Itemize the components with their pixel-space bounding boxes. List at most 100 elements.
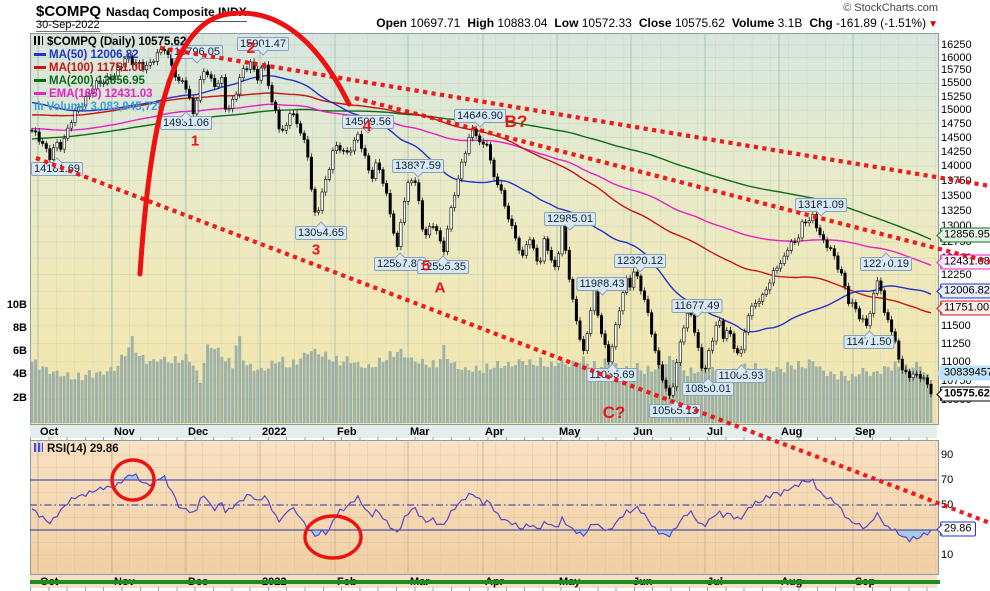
x-axis-ticks-bottom [30, 587, 937, 591]
rsi-axis-tick: 10 [941, 549, 954, 561]
price-callout: 12320.12 [614, 254, 666, 273]
copyright-link[interactable]: © StockCharts.com [843, 2, 938, 14]
line-swatch [34, 79, 46, 83]
quote-label: Low [554, 16, 579, 30]
legend-item-ma100: MA(100) 11751.00 [34, 62, 186, 75]
symbol-name: Nasdaq Composite INDX [106, 5, 247, 19]
price-callout: 12985.01 [544, 212, 596, 231]
quote-value: -161.89 (-1.51%) [832, 16, 927, 30]
price-axis-tick: 16250 [941, 39, 972, 51]
price-callout: 10850.01 [682, 377, 734, 396]
price-axis-tick: 15250 [941, 90, 972, 103]
rsi-circle-annotation [303, 514, 363, 560]
quote-value: 10697.71 [406, 16, 461, 30]
price-axis-tick: 14250 [941, 145, 972, 158]
volume-bars-icon: ılı [34, 101, 44, 113]
legend-item-label: MA(100) 11751.00 [49, 62, 145, 74]
volume-axis-tick: 8B [12, 321, 27, 334]
dotted-trendline [354, 95, 990, 265]
chart-title: $COMPQ Nasdaq Composite INDX [36, 3, 247, 22]
dotted-trendline [35, 156, 990, 525]
x-axis-ticks-top [30, 437, 937, 441]
legend-item-ma200: MA(200) 12856.95 [34, 75, 186, 88]
legend-item-label: Volume 3,083,945,728 [46, 101, 165, 113]
rsi-axis-tick: 90 [941, 449, 954, 461]
elliott-wave-label: 2 [246, 40, 256, 57]
line-swatch [34, 92, 46, 96]
month-label: Jul [707, 426, 723, 438]
elliott-wave-label: B? [504, 112, 528, 131]
price-callout: 13181.09 [795, 198, 847, 217]
month-label: 2022 [262, 426, 287, 438]
price-callout: 14646.90 [454, 109, 506, 128]
volume-axis-tick: 2B [12, 391, 27, 404]
price-axis-tick: 15500 [941, 77, 972, 90]
change-down-icon[interactable]: ▼ [928, 19, 938, 30]
elliott-wave-label: A [434, 279, 446, 297]
line-swatch [34, 66, 46, 70]
quote-value: 3.1B [774, 16, 803, 30]
rsi-axis-tag: 29.86 [940, 521, 976, 537]
price-axis-tick: 15750 [941, 64, 972, 77]
quote-label: Chg [809, 16, 833, 30]
rsi-panel [30, 440, 939, 575]
rsi-icon [34, 443, 43, 452]
quote-label: Close [638, 16, 672, 30]
legend-title: $COMPQ (Daily) 10575.62 [47, 36, 187, 48]
chart-date[interactable]: 30-Sep-2022 [36, 19, 100, 32]
month-label: Oct [40, 426, 59, 438]
price-callout: 12587.88 [374, 252, 426, 271]
volume-axis-tick: 6B [12, 345, 27, 358]
panel-divider-bar [30, 580, 940, 584]
elliott-wave-label: 5 [421, 257, 431, 275]
legend-item-label: EMA(165) 12431.03 [49, 88, 153, 100]
month-label: Sep [855, 426, 876, 438]
price-axis-tag: 11751.00 [940, 300, 990, 316]
legend-item-ema165: EMA(165) 12431.03 [34, 88, 186, 101]
price-callout: 11471.50 [843, 330, 895, 349]
price-axis-tick: 15000 [941, 104, 972, 116]
price-callout: 12555.35 [417, 255, 469, 274]
price-axis-tick: 16000 [941, 51, 972, 64]
rsi-axis-tick: 70 [941, 474, 954, 486]
price-axis-tick: 13500 [941, 189, 972, 202]
rsi-legend-label: RSI(14) 29.86 [47, 443, 119, 455]
legend-item-label: MA(200) 12856.95 [49, 75, 145, 87]
price-axis-tag: 30839457 [940, 365, 990, 381]
price-axis-tick: 13250 [941, 204, 972, 217]
rsi-circle-annotation [110, 458, 156, 502]
price-callout: 11677.49 [671, 299, 723, 318]
price-axis-tag: 12006.82 [940, 283, 990, 299]
quote-label: Volume [731, 16, 775, 30]
volume-axis-tick: 10B [6, 298, 27, 311]
month-label: Mar [410, 426, 430, 438]
elliott-wave-label: 1 [190, 132, 200, 150]
legend-item-label: MA(50) 12006.82 [49, 49, 139, 61]
price-axis-tick: 14000 [941, 160, 972, 172]
month-label: Aug [781, 426, 803, 438]
line-swatch [34, 53, 46, 57]
price-callout: 15901.47 [237, 37, 289, 56]
volume-axis-tick: 4B [12, 368, 27, 381]
quote-label: High [467, 16, 495, 30]
elliott-wave-label: 3 [311, 241, 321, 259]
quote-value: 10572.33 [578, 16, 632, 30]
symbol-title[interactable]: $COMPQ [36, 3, 102, 20]
rsi-legend: RSI(14) 29.86 [34, 443, 119, 455]
price-callout: 11988.43 [576, 277, 628, 296]
legend-item-ma50: MA(50) 12006.82 [34, 49, 186, 62]
month-label: Jun [633, 426, 653, 438]
month-label: May [559, 426, 581, 438]
price-axis-tick: 14500 [941, 131, 972, 144]
quote-label: Open [376, 16, 407, 30]
price-callout: 12270.19 [860, 252, 912, 271]
month-label: Dec [188, 426, 209, 438]
price-axis-tick: 13750 [941, 174, 972, 187]
price-axis-tag: 12856.95 [940, 227, 990, 243]
month-label: Feb [337, 426, 357, 438]
rounded-top-arc-annotation [137, 10, 352, 277]
price-axis-tick: 14750 [941, 117, 972, 130]
